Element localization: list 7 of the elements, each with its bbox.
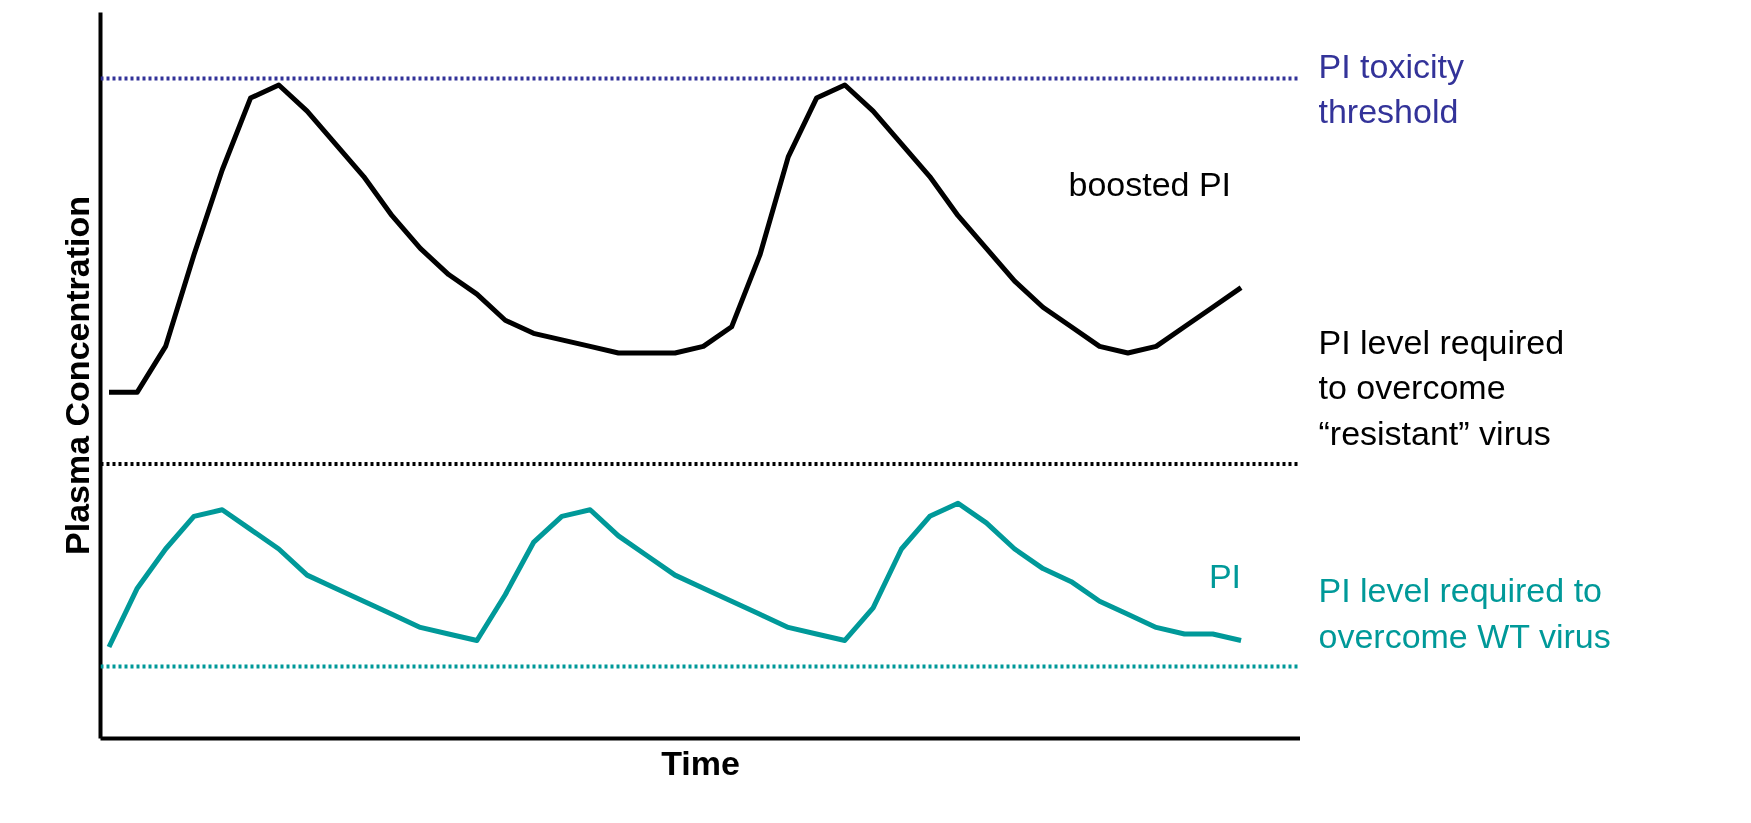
x-axis-title: Time — [661, 743, 740, 782]
ref-line-label: PI toxicity threshold — [1318, 46, 1464, 131]
series-label: PI — [1208, 557, 1242, 596]
y-axis-title: Plasma Concentration — [57, 196, 96, 555]
text: boosted PI — [1068, 164, 1232, 203]
ref-line-label: PI level required to overcome WT virus — [1318, 571, 1611, 655]
ref-line-label: PI level required to overcome “resistant” virus — [1318, 322, 1565, 453]
